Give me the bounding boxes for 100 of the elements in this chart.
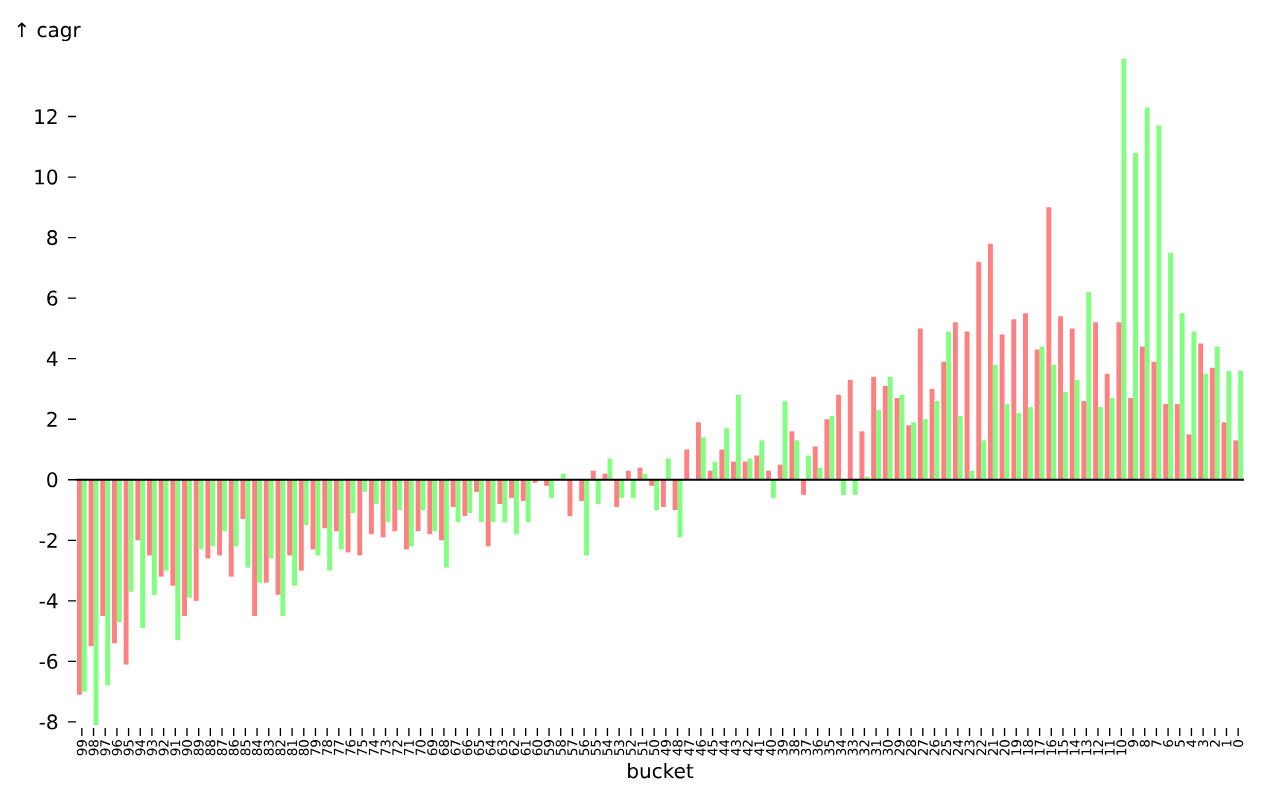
bar [1144,107,1150,480]
bar [1226,370,1232,480]
bar [672,479,678,511]
bar [1058,316,1063,480]
bar [432,479,438,532]
bar [976,261,982,480]
bar [163,479,169,571]
bar [817,467,823,480]
bar [1034,349,1040,480]
bar [1238,370,1244,480]
bar [205,479,211,559]
bar [485,479,491,547]
bar [292,479,297,586]
bar [759,440,765,480]
bar [455,479,461,523]
bar [876,410,881,480]
bar [1098,407,1103,480]
bar [1128,398,1134,480]
y-axis-title: ↑ cagr [17,22,81,42]
bar [478,479,484,523]
bar [1093,322,1098,480]
bar [450,479,456,508]
y-tick-label: -6 [39,653,58,669]
bar [1233,440,1239,480]
bar [287,479,293,556]
bar [380,479,386,538]
bar [1198,343,1204,480]
bar [1156,125,1162,480]
bar [1086,292,1092,480]
bar [899,395,905,480]
bar [240,479,246,520]
bar [619,479,625,498]
bar [852,479,858,495]
bar [509,479,515,498]
bar [847,379,853,480]
bar [882,385,888,480]
bar [1214,346,1220,480]
bar [170,479,176,586]
bar [981,440,987,480]
bar [812,446,818,480]
bar [357,479,363,556]
bar [439,479,444,541]
bar [525,479,531,523]
bar [186,479,192,598]
bar [1039,346,1045,480]
bar [303,479,309,526]
bar [992,364,998,480]
bar [467,479,473,514]
bar [1104,373,1110,480]
bar [665,458,671,480]
bar [76,479,82,695]
bar [427,479,433,535]
bar [549,479,554,498]
bar [105,479,111,686]
bar [719,449,725,480]
bar [100,479,106,616]
bar [514,479,519,535]
bar [859,431,865,480]
bar [806,455,811,480]
bar [724,428,730,480]
bar [497,479,503,504]
bar [1046,207,1052,480]
bar [403,479,409,550]
bar [1174,404,1180,480]
bar [175,479,181,641]
bar [630,479,636,498]
bar [614,479,620,508]
bar [1203,373,1209,480]
bar [1109,398,1115,480]
bar [1062,391,1068,480]
bar [1151,361,1157,480]
bar [584,479,589,556]
bar [112,479,117,644]
bar [182,479,187,616]
bar [333,479,339,532]
bar [695,422,701,480]
y-tick-label: -4 [39,593,58,609]
bar [789,431,795,480]
bar [754,455,760,480]
bar [151,479,157,595]
y-tick-label: 8 [47,230,58,246]
bar [770,479,776,498]
bar [782,401,788,480]
y-tick-label: 10 [35,169,58,185]
bar [198,479,204,550]
y-tick-label: 12 [35,109,57,124]
bar [700,437,706,480]
bar [1139,346,1145,480]
bar [654,479,660,511]
bar [579,479,585,501]
bar [210,479,216,547]
bar [957,416,963,480]
bar [906,425,912,480]
bar [252,479,258,616]
bar [193,479,199,601]
bar [801,479,807,495]
bar [917,328,923,480]
bar [999,334,1005,480]
bar [1133,152,1138,480]
bar [263,479,269,583]
